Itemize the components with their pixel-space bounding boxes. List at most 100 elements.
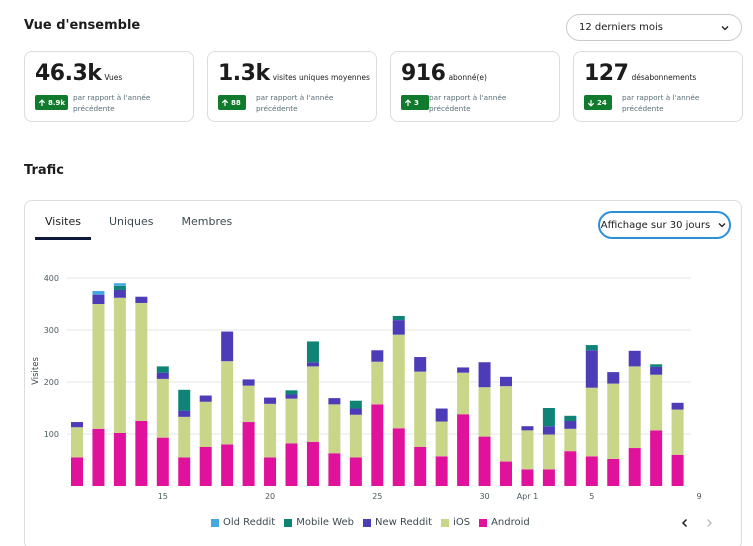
bar-ios[interactable] (113, 297, 126, 433)
bar-new-reddit[interactable] (650, 366, 663, 375)
bar-mobile-web[interactable] (585, 345, 598, 351)
bar-android[interactable] (671, 454, 684, 486)
bar-mobile-web[interactable] (156, 366, 169, 373)
bar-mobile-web[interactable] (306, 341, 319, 363)
bar-new-reddit[interactable] (306, 362, 319, 367)
bar-new-reddit[interactable] (264, 397, 277, 404)
legend-item-new-reddit[interactable]: New Reddit (363, 517, 432, 528)
bar-new-reddit[interactable] (285, 394, 298, 399)
bar-old-reddit[interactable] (113, 283, 126, 286)
bar-ios[interactable] (306, 366, 319, 442)
bar-android[interactable] (478, 436, 491, 486)
bar-new-reddit[interactable] (178, 410, 191, 417)
bar-android[interactable] (607, 458, 620, 486)
bar-ios[interactable] (564, 428, 577, 452)
bar-android[interactable] (199, 447, 212, 486)
bar-new-reddit[interactable] (349, 408, 362, 415)
legend-item-mobile-web[interactable]: Mobile Web (284, 517, 354, 528)
bar-new-reddit[interactable] (414, 357, 427, 372)
bar-android[interactable] (264, 457, 277, 486)
bar-new-reddit[interactable] (457, 367, 470, 373)
bar-ios[interactable] (264, 403, 277, 458)
bar-ios[interactable] (135, 302, 148, 421)
bar-android[interactable] (457, 414, 470, 486)
pager-next-button[interactable] (701, 515, 717, 531)
bar-new-reddit[interactable] (242, 379, 255, 386)
bar-new-reddit[interactable] (156, 372, 169, 379)
bar-ios[interactable] (178, 416, 191, 458)
bar-new-reddit[interactable] (371, 350, 384, 362)
bar-android[interactable] (585, 456, 598, 486)
bar-new-reddit[interactable] (71, 422, 83, 428)
bar-new-reddit[interactable] (113, 289, 126, 298)
bar-ios[interactable] (199, 401, 212, 447)
bar-android[interactable] (349, 457, 362, 486)
bar-android[interactable] (650, 430, 663, 486)
legend-item-ios[interactable]: iOS (441, 517, 470, 528)
bar-new-reddit[interactable] (199, 395, 212, 402)
tab-membres[interactable]: Membres (181, 215, 233, 228)
bar-mobile-web[interactable] (178, 389, 191, 411)
bar-android[interactable] (285, 443, 298, 486)
tab-uniques[interactable]: Uniques (108, 215, 154, 228)
legend-item-android[interactable]: Android (479, 517, 530, 528)
bar-new-reddit[interactable] (542, 426, 555, 435)
bar-mobile-web[interactable] (542, 408, 555, 427)
bar-ios[interactable] (542, 434, 555, 470)
bar-ios[interactable] (371, 361, 384, 405)
bar-android[interactable] (92, 428, 105, 486)
bar-mobile-web[interactable] (564, 415, 577, 421)
bar-android[interactable] (371, 404, 384, 486)
bar-android[interactable] (564, 451, 577, 486)
bar-mobile-web[interactable] (650, 364, 663, 367)
bar-new-reddit[interactable] (500, 376, 512, 387)
bar-android[interactable] (542, 469, 555, 486)
view-period-button[interactable]: Affichage sur 30 jours (598, 211, 731, 239)
bar-ios[interactable] (500, 386, 512, 462)
bar-new-reddit[interactable] (328, 398, 341, 405)
bar-mobile-web[interactable] (392, 315, 405, 321)
bar-new-reddit[interactable] (521, 426, 534, 431)
bar-ios[interactable] (285, 398, 298, 444)
bar-ios[interactable] (349, 414, 362, 458)
pager-prev-button[interactable] (677, 515, 693, 531)
bar-ios[interactable] (328, 404, 341, 454)
bar-android[interactable] (306, 441, 319, 486)
bar-old-reddit[interactable] (92, 291, 105, 295)
legend-item-old-reddit[interactable]: Old Reddit (211, 517, 275, 528)
bar-android[interactable] (113, 432, 126, 486)
bar-ios[interactable] (457, 372, 470, 415)
bar-new-reddit[interactable] (135, 296, 148, 303)
bar-ios[interactable] (71, 427, 83, 458)
bar-ios[interactable] (435, 421, 448, 457)
bar-new-reddit[interactable] (392, 320, 405, 335)
bar-android[interactable] (221, 444, 234, 486)
bar-new-reddit[interactable] (585, 350, 598, 388)
bar-android[interactable] (500, 461, 512, 486)
bar-android[interactable] (328, 453, 341, 486)
bar-android[interactable] (156, 437, 169, 486)
tab-visites[interactable]: Visites (35, 215, 91, 240)
bar-mobile-web[interactable] (113, 285, 126, 290)
bar-android[interactable] (414, 447, 427, 486)
bar-new-reddit[interactable] (478, 362, 491, 388)
bar-mobile-web[interactable] (349, 400, 362, 409)
bar-android[interactable] (242, 422, 255, 486)
bar-ios[interactable] (92, 304, 105, 429)
bar-new-reddit[interactable] (221, 331, 234, 362)
bar-ios[interactable] (156, 378, 169, 438)
bar-new-reddit[interactable] (628, 350, 641, 367)
bar-ios[interactable] (521, 430, 534, 470)
bar-ios[interactable] (242, 385, 255, 423)
bar-ios[interactable] (478, 387, 491, 437)
bar-android[interactable] (392, 428, 405, 486)
bar-new-reddit[interactable] (607, 372, 620, 384)
bar-new-reddit[interactable] (671, 402, 684, 410)
bar-new-reddit[interactable] (92, 294, 105, 304)
bar-ios[interactable] (221, 361, 234, 445)
bar-ios[interactable] (650, 374, 663, 431)
bar-android[interactable] (71, 457, 83, 486)
bar-ios[interactable] (392, 334, 405, 429)
bar-ios[interactable] (607, 383, 620, 459)
bar-android[interactable] (135, 421, 148, 486)
